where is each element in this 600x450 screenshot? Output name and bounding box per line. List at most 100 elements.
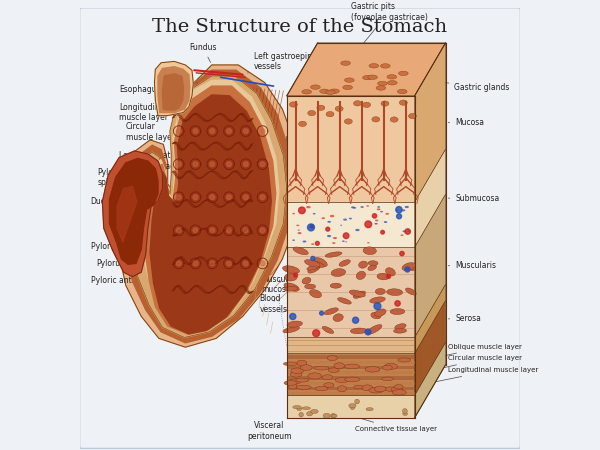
Ellipse shape xyxy=(392,390,406,395)
Ellipse shape xyxy=(401,209,405,211)
Text: Pyloric canal: Pyloric canal xyxy=(91,242,145,251)
Ellipse shape xyxy=(343,219,347,220)
Ellipse shape xyxy=(349,404,356,408)
Bar xyxy=(287,96,415,202)
Bar xyxy=(287,247,415,337)
Polygon shape xyxy=(176,129,181,134)
Ellipse shape xyxy=(362,385,373,391)
Ellipse shape xyxy=(376,288,385,295)
Ellipse shape xyxy=(350,328,367,334)
Ellipse shape xyxy=(325,90,335,94)
Polygon shape xyxy=(126,76,287,338)
Circle shape xyxy=(326,227,330,231)
Ellipse shape xyxy=(400,100,407,105)
Ellipse shape xyxy=(283,362,297,366)
Ellipse shape xyxy=(409,113,416,119)
Ellipse shape xyxy=(330,215,334,217)
Polygon shape xyxy=(227,195,232,200)
Ellipse shape xyxy=(333,314,343,322)
Ellipse shape xyxy=(390,117,398,122)
Text: Circular
muscle layer: Circular muscle layer xyxy=(126,122,224,142)
Ellipse shape xyxy=(377,206,380,208)
Polygon shape xyxy=(154,61,193,116)
Ellipse shape xyxy=(385,364,398,369)
Polygon shape xyxy=(121,70,293,343)
Polygon shape xyxy=(415,284,446,353)
Polygon shape xyxy=(260,261,265,266)
Circle shape xyxy=(395,301,400,306)
Ellipse shape xyxy=(327,235,331,237)
Polygon shape xyxy=(243,261,248,266)
Ellipse shape xyxy=(342,240,345,242)
Ellipse shape xyxy=(385,213,389,215)
Ellipse shape xyxy=(349,290,365,297)
Ellipse shape xyxy=(365,367,380,372)
Ellipse shape xyxy=(374,386,386,392)
Ellipse shape xyxy=(339,260,350,266)
Bar xyxy=(287,366,415,369)
Ellipse shape xyxy=(313,213,316,215)
Ellipse shape xyxy=(284,273,297,281)
Circle shape xyxy=(374,303,381,310)
Ellipse shape xyxy=(324,308,338,315)
Ellipse shape xyxy=(284,283,299,291)
Text: Gastric glands: Gastric glands xyxy=(430,81,510,92)
Ellipse shape xyxy=(331,414,336,418)
Polygon shape xyxy=(193,228,198,233)
Text: Visceral
peritoneum: Visceral peritoneum xyxy=(247,415,293,441)
Ellipse shape xyxy=(403,412,407,415)
Ellipse shape xyxy=(367,324,382,334)
Text: Fundus: Fundus xyxy=(189,43,217,63)
Circle shape xyxy=(365,221,371,228)
Ellipse shape xyxy=(381,101,389,106)
Ellipse shape xyxy=(301,365,312,370)
Ellipse shape xyxy=(284,287,298,291)
Ellipse shape xyxy=(398,358,410,362)
Ellipse shape xyxy=(333,237,337,239)
Ellipse shape xyxy=(296,385,311,389)
Polygon shape xyxy=(158,67,190,112)
Polygon shape xyxy=(243,129,248,134)
Ellipse shape xyxy=(377,208,380,210)
Ellipse shape xyxy=(317,105,325,110)
Text: Pyloric antrum: Pyloric antrum xyxy=(91,276,154,285)
Text: Gastric pits
(foveolae gastricae): Gastric pits (foveolae gastricae) xyxy=(346,2,428,64)
Ellipse shape xyxy=(323,413,331,418)
Ellipse shape xyxy=(289,102,298,107)
Text: Oblique muscle layer
overlying mucosa: Oblique muscle layer overlying mucosa xyxy=(258,134,344,154)
Ellipse shape xyxy=(341,61,350,65)
Ellipse shape xyxy=(324,383,334,387)
Polygon shape xyxy=(176,162,181,166)
Ellipse shape xyxy=(353,291,365,298)
Ellipse shape xyxy=(353,101,361,106)
Ellipse shape xyxy=(371,312,381,319)
Polygon shape xyxy=(115,65,300,347)
Ellipse shape xyxy=(284,381,297,385)
Ellipse shape xyxy=(327,221,331,223)
Ellipse shape xyxy=(395,324,406,329)
Ellipse shape xyxy=(368,265,376,270)
Circle shape xyxy=(373,214,377,218)
Polygon shape xyxy=(176,228,181,233)
Polygon shape xyxy=(260,129,265,134)
Ellipse shape xyxy=(308,110,316,116)
Ellipse shape xyxy=(368,261,378,265)
Ellipse shape xyxy=(359,261,368,268)
Polygon shape xyxy=(210,228,215,233)
Ellipse shape xyxy=(307,264,322,270)
Ellipse shape xyxy=(314,366,329,370)
Ellipse shape xyxy=(386,289,403,296)
Ellipse shape xyxy=(382,365,392,370)
Ellipse shape xyxy=(368,75,377,79)
Ellipse shape xyxy=(332,242,335,244)
Ellipse shape xyxy=(386,268,395,276)
Ellipse shape xyxy=(369,387,383,393)
Ellipse shape xyxy=(283,266,299,274)
Ellipse shape xyxy=(327,356,337,360)
Ellipse shape xyxy=(349,218,352,220)
Ellipse shape xyxy=(322,217,325,219)
Bar xyxy=(287,371,415,374)
Circle shape xyxy=(396,207,402,213)
Circle shape xyxy=(405,229,410,234)
Ellipse shape xyxy=(331,414,337,417)
